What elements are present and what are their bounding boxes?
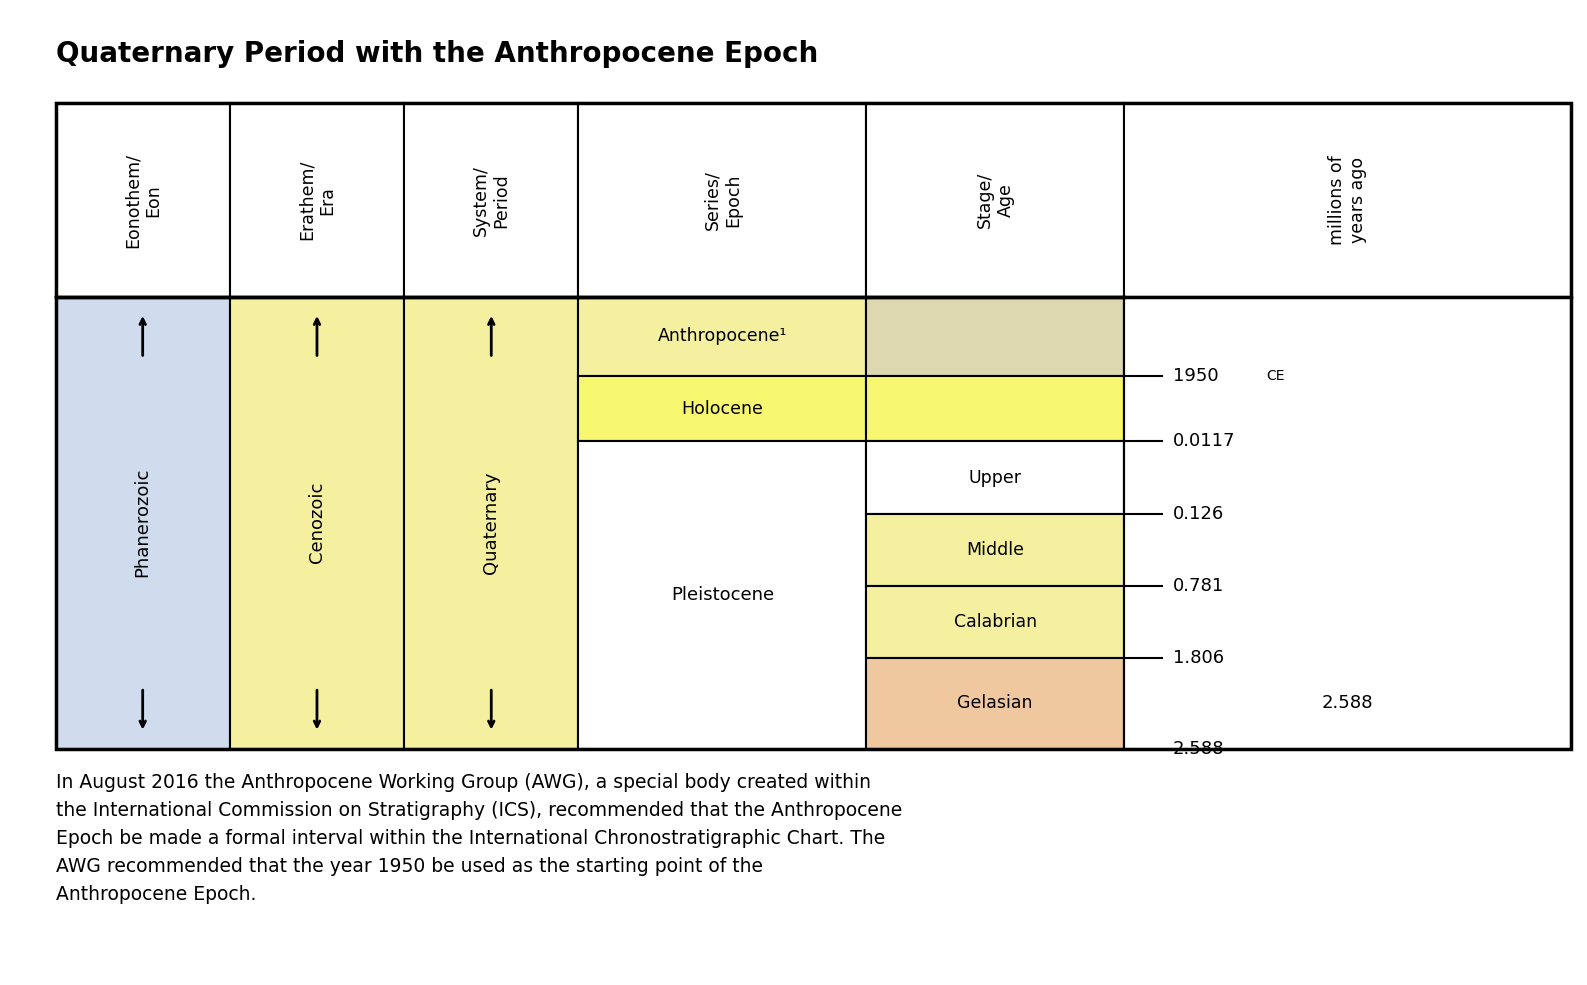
Bar (56, 296, 230, 749)
Bar (867, 376, 1124, 441)
Text: 0.781: 0.781 (1173, 577, 1224, 595)
Text: 1950: 1950 (1173, 367, 1224, 385)
Text: In August 2016 the Anthropocene Working Group (AWG), a special body created with: In August 2016 the Anthropocene Working … (56, 773, 901, 904)
Bar (867, 103, 1124, 296)
Text: Middle: Middle (966, 541, 1024, 558)
Text: 2.588: 2.588 (1173, 740, 1224, 757)
Text: Upper: Upper (968, 469, 1022, 487)
Bar (405, 103, 578, 296)
Text: Pleistocene: Pleistocene (671, 586, 774, 604)
Text: System/
Period: System/ Period (471, 164, 511, 235)
Bar (230, 296, 405, 749)
Bar (1124, 296, 1571, 749)
Bar (867, 658, 1124, 749)
Text: Stage/
Age: Stage/ Age (976, 172, 1014, 229)
Bar (867, 514, 1124, 586)
Text: 0.0117: 0.0117 (1173, 432, 1235, 450)
Bar (578, 297, 867, 376)
Bar (578, 441, 867, 749)
Text: Erathem/
Era: Erathem/ Era (298, 160, 336, 240)
Text: Eonothem/
Eon: Eonothem/ Eon (124, 153, 162, 247)
Bar (1124, 103, 1571, 296)
Bar (578, 376, 867, 441)
Text: Anthropocene¹: Anthropocene¹ (657, 327, 787, 346)
Bar (867, 297, 1124, 376)
Bar (867, 586, 1124, 658)
Text: 1.806: 1.806 (1173, 649, 1224, 667)
Text: Calabrian: Calabrian (954, 613, 1036, 631)
Text: Series/
Epoch: Series/ Epoch (703, 170, 741, 230)
Text: Phanerozoic: Phanerozoic (133, 468, 152, 577)
Text: Quaternary Period with the Anthropocene Epoch: Quaternary Period with the Anthropocene … (56, 40, 817, 68)
Text: Gelasian: Gelasian (957, 694, 1033, 712)
Bar (405, 296, 578, 749)
Text: CE: CE (1266, 369, 1285, 383)
Bar (578, 103, 867, 296)
Bar (230, 103, 405, 296)
Bar (867, 441, 1124, 514)
Text: Cenozoic: Cenozoic (308, 482, 325, 563)
Text: Holocene: Holocene (681, 400, 763, 418)
Text: 2.588: 2.588 (1322, 694, 1373, 712)
Text: 0.126: 0.126 (1173, 504, 1224, 523)
Bar (56, 103, 230, 296)
Text: millions of
years ago: millions of years ago (1328, 156, 1366, 245)
Text: Quaternary: Quaternary (482, 472, 500, 574)
